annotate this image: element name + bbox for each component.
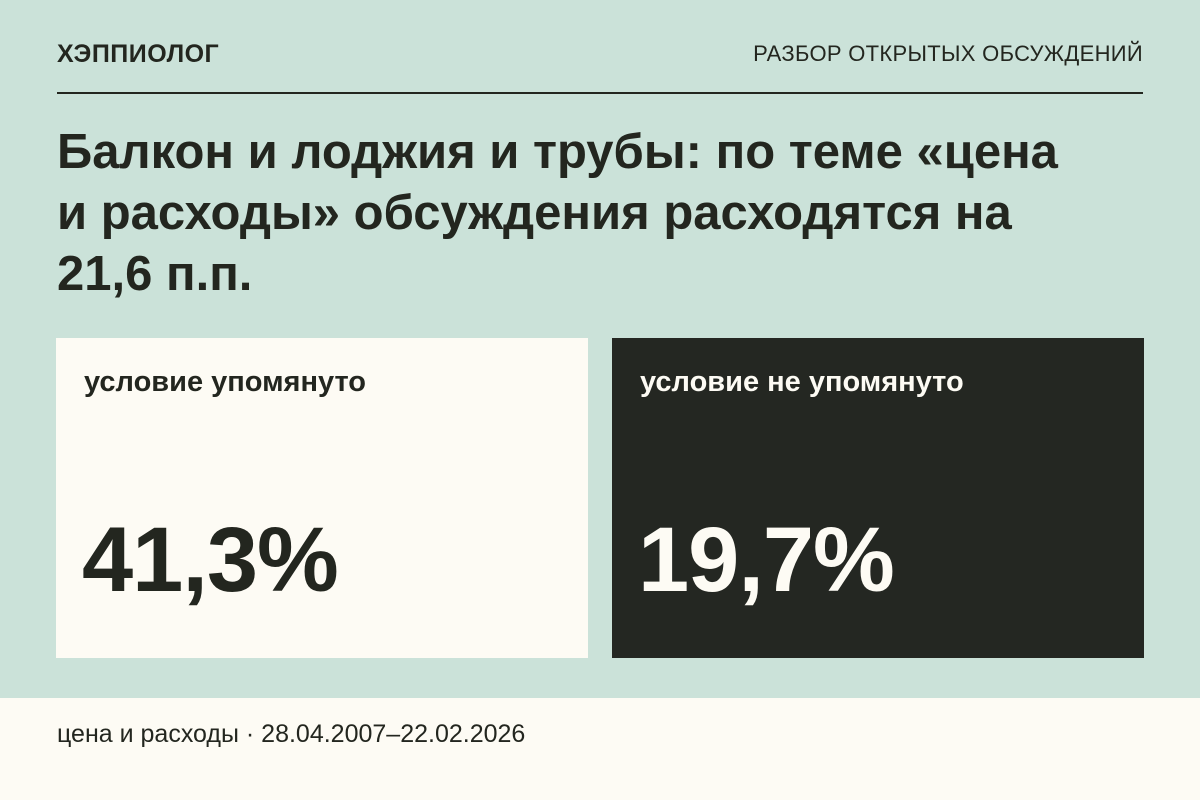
footer-caption: цена и расходы · 28.04.2007–22.02.2026 bbox=[57, 720, 526, 748]
headline: Балкон и лоджия и трубы: по теме «цена и… bbox=[57, 125, 1058, 301]
stat-card-label: условие упомянуто bbox=[84, 366, 367, 398]
header: ХЭППИОЛОГ РАЗБОР ОТКРЫТЫХ ОБСУЖДЕНИЙ bbox=[57, 36, 1143, 94]
stat-card-not-mentioned: условие не упомянуто 19,7% bbox=[612, 338, 1144, 658]
stat-card-label: условие не упомянуто bbox=[640, 366, 964, 398]
stat-card-value: 41,3% bbox=[82, 509, 339, 611]
section-label: РАЗБОР ОТКРЫТЫХ ОБСУЖДЕНИЙ bbox=[753, 41, 1143, 66]
brand-logo-text: ХЭППИОЛОГ bbox=[57, 40, 220, 68]
footer: цена и расходы · 28.04.2007–22.02.2026 bbox=[0, 698, 1200, 800]
stat-card-value: 19,7% bbox=[638, 509, 895, 611]
stat-card-mentioned: условие упомянуто 41,3% bbox=[56, 338, 588, 658]
